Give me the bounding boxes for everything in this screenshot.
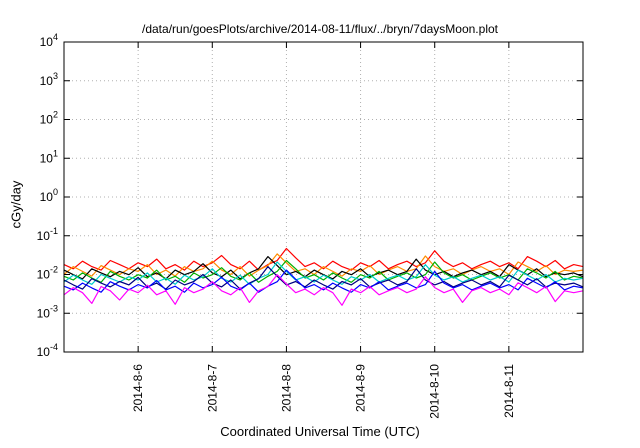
series-line-flux-red [63,247,584,271]
series-line-flux-magenta [63,274,584,306]
y-tick-label: 103 [40,71,58,88]
x-tick-label: 2014-8-7 [205,364,219,412]
series-lines [63,247,584,306]
y-tick-label: 10-3 [37,303,58,320]
y-tick-label: 100 [40,187,58,204]
x-tick-label: 2014-8-8 [279,364,293,412]
series-line-flux-cyan [63,261,584,285]
series-line-flux-blue [63,269,584,293]
x-tick-label: 2014-8-10 [428,364,442,419]
x-tick-label: 2014-8-11 [502,364,516,418]
x-tick-label: 2014-8-9 [354,364,368,412]
chart-title: /data/run/goesPlots/archive/2014-08-11/f… [142,22,498,36]
y-tick-label: 10-4 [37,342,58,359]
y-tick-label: 104 [40,32,58,49]
x-tick-label: 2014-8-6 [131,364,145,412]
y-tick-label: 10-2 [37,265,58,282]
y-axis-label: cGy/day [8,180,24,229]
plot-frame [63,41,584,353]
y-tick-label: 101 [40,148,58,165]
y-tick-label: 10-1 [37,226,58,243]
series-line-flux-orange [63,253,584,277]
x-axis-label: Coordinated Universal Time (UTC) [220,424,420,439]
grid-lines [64,41,583,353]
axis-tick-labels: 104 103 102 101 100 10-1 10-2 10-3 10-4 2014-8-6 2… [37,32,516,419]
y-tick-label: 102 [40,110,58,127]
axis-ticks [64,41,583,353]
